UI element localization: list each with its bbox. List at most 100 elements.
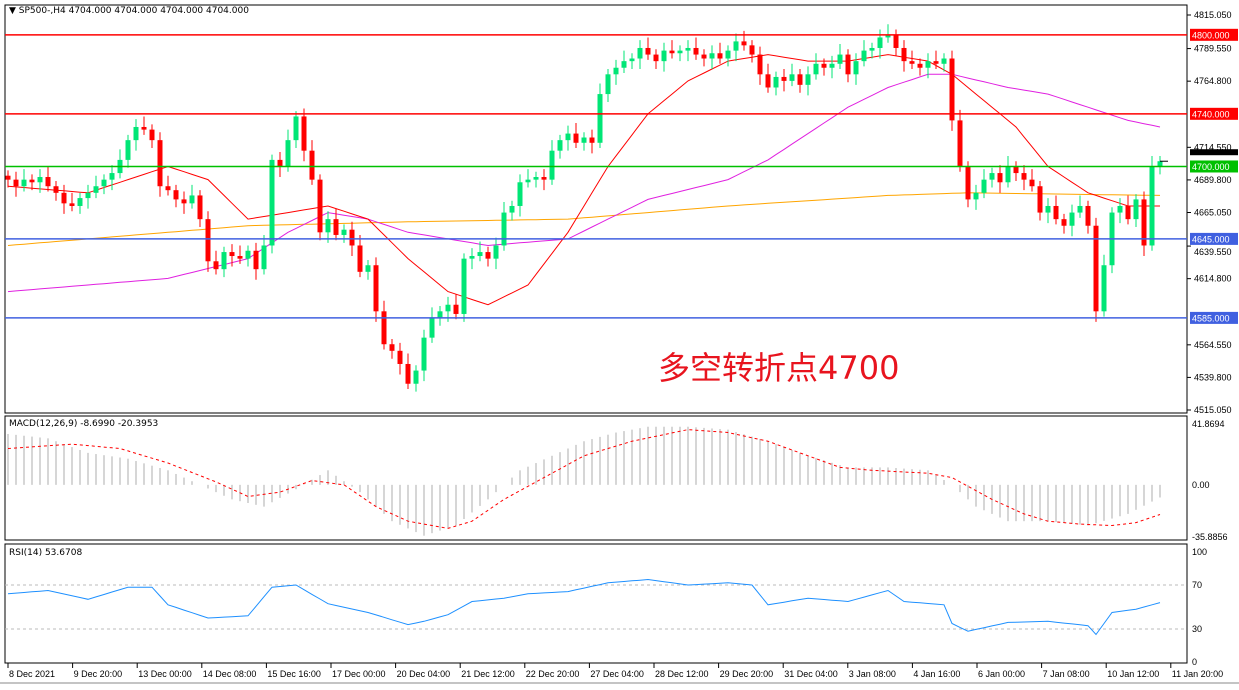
candle-body <box>933 61 939 64</box>
candle-body <box>885 34 891 38</box>
candle-body <box>85 192 91 199</box>
candle-body <box>101 179 107 187</box>
price-tick-label: 4639.550 <box>1194 247 1232 257</box>
candle-body <box>981 179 987 193</box>
candle-body <box>413 370 419 384</box>
candle-body <box>421 337 427 371</box>
candle-body <box>829 63 835 68</box>
candle-body <box>125 140 131 160</box>
level-label-bg <box>1190 311 1238 324</box>
candle-body <box>309 150 315 180</box>
candle-body <box>445 304 451 312</box>
time-tick-label: 21 Dec 12:00 <box>461 669 515 679</box>
rsi-tick-label: 0 <box>1192 657 1197 667</box>
candle-body <box>725 50 731 59</box>
candle-body <box>245 250 251 259</box>
candle-body <box>437 311 443 318</box>
candle-body <box>77 198 83 206</box>
candle-body <box>1045 205 1051 213</box>
price-tick-label: 4789.550 <box>1194 44 1232 54</box>
candle-body <box>509 205 515 213</box>
candle-body <box>461 258 467 314</box>
chart-header: ▼ SP500-,H4 4704.000 4704.000 4704.000 4… <box>9 6 249 16</box>
candle-body <box>221 252 227 270</box>
candle-body <box>629 58 635 62</box>
symbol-label: SP500-,H4 <box>18 6 66 16</box>
candle-body <box>405 363 411 384</box>
candle-body <box>269 159 275 246</box>
price-tick-label: 4665.050 <box>1194 208 1232 218</box>
ma-fast-line <box>7 54 1160 306</box>
candle-body <box>69 203 75 206</box>
candle-body <box>205 219 211 262</box>
candle-body <box>821 63 827 68</box>
candle-body <box>805 74 811 85</box>
candle-body <box>1085 205 1091 226</box>
candle-body <box>701 54 707 59</box>
rsi-line <box>7 578 1161 636</box>
candle-body <box>477 252 483 257</box>
candle-body <box>997 173 1003 183</box>
candle-body <box>13 179 19 187</box>
level-label: 4800.000 <box>1192 30 1230 40</box>
candle-body <box>637 47 643 59</box>
ohlc-values: 4704.000 4704.000 4704.000 4704.000 <box>68 6 249 16</box>
candle-body <box>773 76 779 88</box>
time-tick-label: 13 Dec 00:00 <box>138 669 192 679</box>
candle-body <box>173 190 179 200</box>
candle-body <box>733 41 739 51</box>
candle-body <box>645 47 651 55</box>
candle-body <box>213 261 219 270</box>
candle-body <box>1069 212 1075 226</box>
candle-body <box>941 58 947 64</box>
level-label: 4585.000 <box>1192 313 1230 323</box>
rsi-title: RSI(14) 53.6708 <box>9 548 83 558</box>
candle-body <box>893 34 899 48</box>
ma-mid-line <box>7 73 1161 293</box>
candle-body <box>789 74 795 81</box>
candle-body <box>1125 205 1131 220</box>
candle-body <box>109 173 115 180</box>
candle-body <box>61 192 67 204</box>
candle-body <box>1061 219 1067 226</box>
current-price-label <box>1190 149 1238 156</box>
candle-body <box>1141 199 1147 246</box>
candle-body <box>917 63 923 68</box>
candle-body <box>349 229 355 246</box>
price-tick-label: 4539.800 <box>1194 372 1232 382</box>
price-tick-label: 4714.550 <box>1194 142 1232 152</box>
time-tick-label: 31 Dec 04:00 <box>784 669 838 679</box>
time-tick-label: 9 Dec 20:00 <box>74 669 123 679</box>
macd-tick-label: 0.00 <box>1192 480 1210 490</box>
candle-body <box>397 350 403 364</box>
candle-body <box>1029 179 1035 187</box>
candle-body <box>45 177 51 187</box>
level-label: 4740.000 <box>1192 109 1230 119</box>
candle-body <box>1077 205 1083 213</box>
candle-body <box>1013 166 1019 174</box>
price-tick-label: 4689.800 <box>1194 175 1232 185</box>
time-tick-label: 4 Jan 16:00 <box>913 669 960 679</box>
candle-body <box>797 74 803 85</box>
candle-body <box>661 50 667 62</box>
level-label: 4645.000 <box>1192 234 1230 244</box>
candle-body <box>253 250 259 270</box>
candle-body <box>365 265 371 272</box>
candle-body <box>333 219 339 235</box>
candle-body <box>1133 199 1139 220</box>
candle-body <box>973 192 979 200</box>
candle-body <box>693 47 699 55</box>
candle-body <box>261 245 267 270</box>
candle-body <box>765 74 771 88</box>
level-label-bg <box>1190 28 1238 41</box>
candle-body <box>341 229 347 235</box>
candle-body <box>1093 225 1099 312</box>
candle-body <box>1021 173 1027 180</box>
dropdown-triangle-icon[interactable]: ▼ <box>9 6 16 16</box>
candle-body <box>429 317 435 338</box>
macd-panel <box>4 415 1188 541</box>
candle-body <box>229 252 235 257</box>
candle-body <box>837 54 843 64</box>
candle-body <box>861 50 867 62</box>
